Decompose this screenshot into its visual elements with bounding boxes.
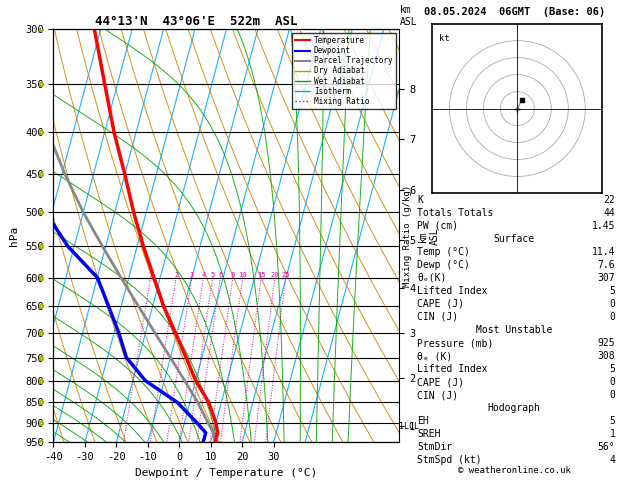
- Legend: Temperature, Dewpoint, Parcel Trajectory, Dry Adiabat, Wet Adiabat, Isotherm, Mi: Temperature, Dewpoint, Parcel Trajectory…: [292, 33, 396, 109]
- Text: 1.45: 1.45: [592, 221, 615, 231]
- Text: 08.05.2024  06GMT  (Base: 06): 08.05.2024 06GMT (Base: 06): [423, 7, 605, 17]
- Text: CAPE (J): CAPE (J): [417, 299, 464, 309]
- Text: 0: 0: [610, 312, 615, 322]
- Text: θₑ (K): θₑ (K): [417, 351, 452, 361]
- Text: 5: 5: [610, 416, 615, 426]
- Text: Dewp (°C): Dewp (°C): [417, 260, 470, 270]
- Text: StmDir: StmDir: [417, 442, 452, 452]
- Text: CAPE (J): CAPE (J): [417, 377, 464, 387]
- Text: 4: 4: [610, 455, 615, 465]
- Text: Surface: Surface: [494, 234, 535, 244]
- Text: 20: 20: [270, 272, 279, 278]
- Text: 4: 4: [201, 272, 206, 278]
- Text: 925: 925: [598, 338, 615, 348]
- Text: kt: kt: [439, 34, 450, 43]
- Text: 6: 6: [218, 272, 223, 278]
- Text: 308: 308: [598, 351, 615, 361]
- Text: 11.4: 11.4: [592, 247, 615, 257]
- Text: PW (cm): PW (cm): [417, 221, 459, 231]
- Text: StmSpd (kt): StmSpd (kt): [417, 455, 482, 465]
- Text: SREH: SREH: [417, 429, 441, 439]
- Text: EH: EH: [417, 416, 429, 426]
- Text: CIN (J): CIN (J): [417, 312, 459, 322]
- Text: 7.6: 7.6: [598, 260, 615, 270]
- Text: 0: 0: [610, 390, 615, 400]
- Text: 10: 10: [238, 272, 247, 278]
- Text: 1: 1: [148, 272, 153, 278]
- Text: Most Unstable: Most Unstable: [476, 325, 552, 335]
- Text: 1: 1: [610, 429, 615, 439]
- Text: K: K: [417, 195, 423, 205]
- Text: Pressure (mb): Pressure (mb): [417, 338, 494, 348]
- Text: Temp (°C): Temp (°C): [417, 247, 470, 257]
- Text: 5: 5: [610, 364, 615, 374]
- Text: 0: 0: [610, 299, 615, 309]
- Y-axis label: hPa: hPa: [9, 226, 19, 246]
- Text: 22: 22: [604, 195, 615, 205]
- Text: Hodograph: Hodograph: [487, 403, 541, 413]
- Text: 2: 2: [174, 272, 178, 278]
- X-axis label: Dewpoint / Temperature (°C): Dewpoint / Temperature (°C): [135, 468, 318, 478]
- Text: Lifted Index: Lifted Index: [417, 286, 487, 296]
- Text: km
ASL: km ASL: [400, 5, 418, 27]
- Text: 5: 5: [211, 272, 215, 278]
- Text: 0: 0: [610, 377, 615, 387]
- Text: © weatheronline.co.uk: © weatheronline.co.uk: [458, 466, 571, 475]
- Text: 25: 25: [281, 272, 290, 278]
- Text: 15: 15: [257, 272, 265, 278]
- Text: 5: 5: [610, 286, 615, 296]
- Text: 307: 307: [598, 273, 615, 283]
- Text: 3: 3: [190, 272, 194, 278]
- Text: Lifted Index: Lifted Index: [417, 364, 487, 374]
- Text: 44°13'N  43°06'E  522m  ASL: 44°13'N 43°06'E 522m ASL: [95, 15, 298, 28]
- Text: θₑ(K): θₑ(K): [417, 273, 447, 283]
- Text: Totals Totals: Totals Totals: [417, 208, 494, 218]
- Text: 1LCL: 1LCL: [399, 422, 420, 432]
- Text: 44: 44: [604, 208, 615, 218]
- Text: 56°: 56°: [598, 442, 615, 452]
- Text: Mixing Ratio (g/kg): Mixing Ratio (g/kg): [403, 185, 411, 287]
- Text: CIN (J): CIN (J): [417, 390, 459, 400]
- Text: 8: 8: [231, 272, 235, 278]
- Y-axis label: km
ASL: km ASL: [418, 227, 440, 244]
